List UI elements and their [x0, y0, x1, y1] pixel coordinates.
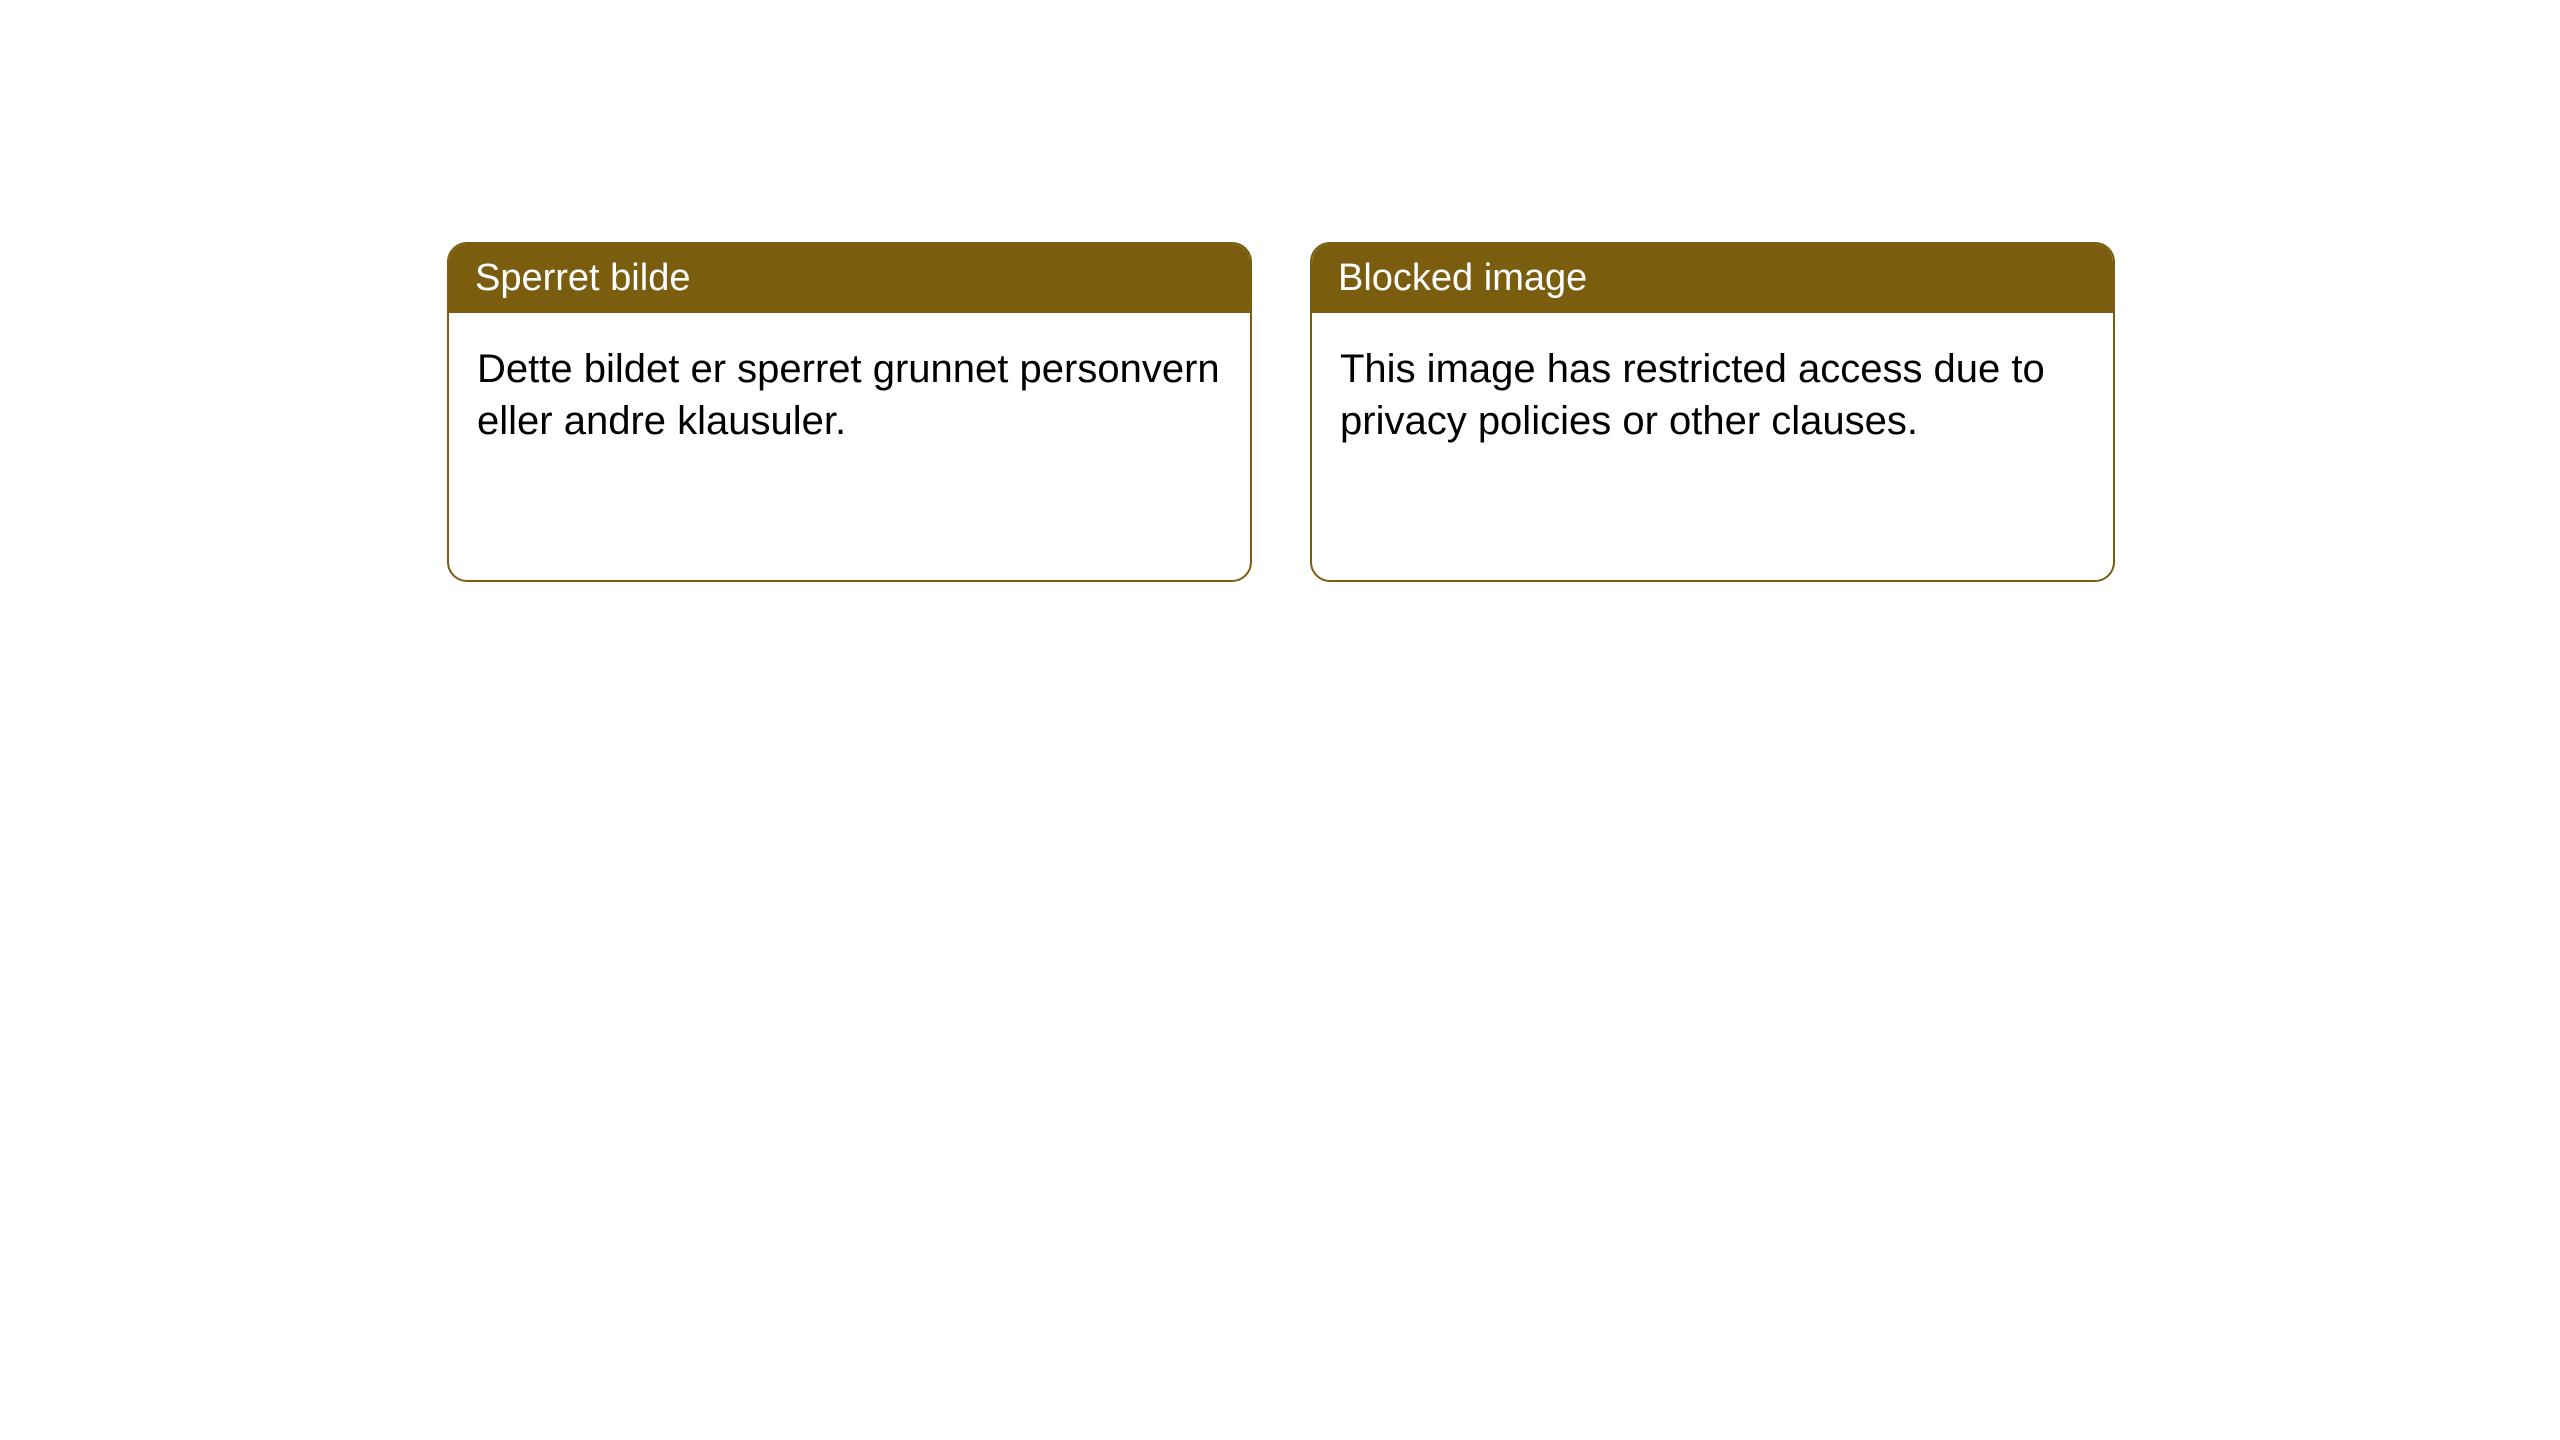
notice-title: Sperret bilde — [475, 257, 690, 299]
notice-body-norwegian: Dette bildet er sperret grunnet personve… — [449, 313, 1250, 477]
notice-card-norwegian: Sperret bilde Dette bildet er sperret gr… — [447, 242, 1252, 582]
notice-container: Sperret bilde Dette bildet er sperret gr… — [447, 242, 2115, 582]
notice-card-english: Blocked image This image has restricted … — [1310, 242, 2115, 582]
notice-header-english: Blocked image — [1312, 244, 2113, 313]
notice-title: Blocked image — [1338, 257, 1587, 299]
notice-text: This image has restricted access due to … — [1340, 347, 2045, 443]
notice-header-norwegian: Sperret bilde — [449, 244, 1250, 313]
notice-body-english: This image has restricted access due to … — [1312, 313, 2113, 477]
notice-text: Dette bildet er sperret grunnet personve… — [477, 347, 1220, 443]
